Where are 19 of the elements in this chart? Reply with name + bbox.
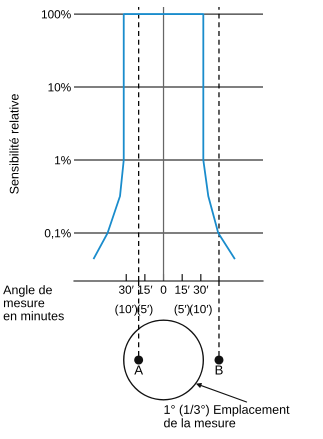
text: (5′) bbox=[174, 304, 190, 316]
text: (10′) bbox=[190, 304, 212, 316]
text: (10′) bbox=[115, 304, 138, 316]
x-tick-label: 15′ bbox=[175, 286, 190, 294]
x-axis-title: Angle de mesure en minutes bbox=[3, 285, 64, 320]
x-tick-label: 0 bbox=[160, 285, 166, 294]
x-tick-label: 30′ bbox=[194, 285, 208, 294]
text: (5′) bbox=[137, 304, 152, 316]
text: B bbox=[216, 365, 223, 375]
text: 1° (1/3°) Emplacement de la mesure bbox=[164, 404, 290, 428]
x-tick-label: 15′ bbox=[138, 286, 152, 294]
text: A bbox=[134, 365, 144, 375]
y-tick-label: 0,1% bbox=[44, 229, 71, 239]
y-axis-title: Sensibilité relative bbox=[9, 94, 19, 194]
x-tick-label: 30′ bbox=[119, 285, 134, 294]
y-tick-label: 100% bbox=[42, 10, 71, 18]
y-tick-label: 10% bbox=[48, 83, 71, 92]
line-series bbox=[92, 13, 236, 260]
y-tick-label: 1% bbox=[55, 156, 71, 164]
